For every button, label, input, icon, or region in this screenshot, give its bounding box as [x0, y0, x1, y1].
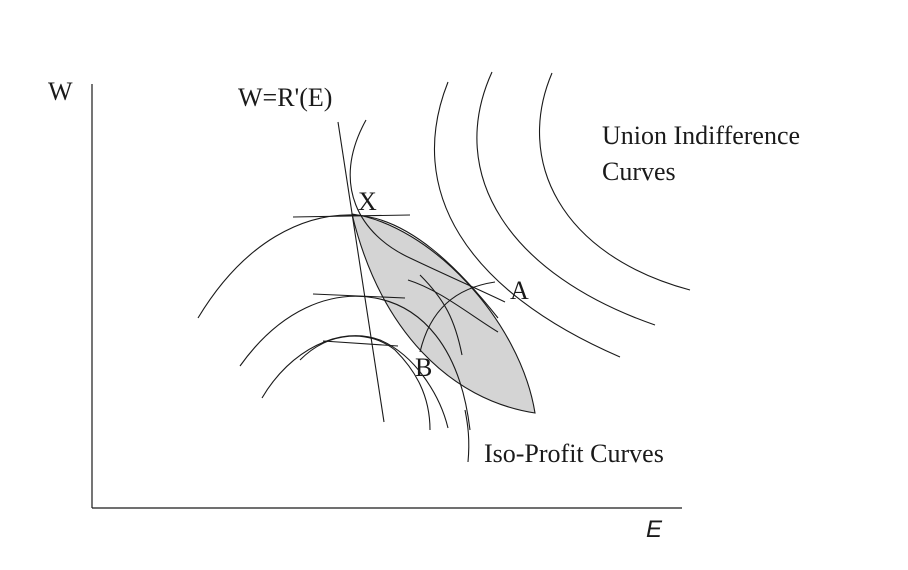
isoprofit-curve-4	[299, 335, 431, 431]
isoprofit-curve-1	[197, 214, 499, 319]
isoprofit-curves-label: Iso-Profit Curves	[484, 439, 664, 468]
x-axis-label: E	[646, 516, 663, 543]
union-indifference-curve-4	[539, 72, 691, 291]
tangent-line-x	[292, 214, 411, 218]
demand-curve-label: W=R'(E)	[238, 83, 332, 112]
point-x-label: X	[358, 187, 377, 216]
isoprofit-inner-crossing	[407, 279, 499, 333]
point-a-label: A	[510, 276, 529, 305]
point-b-label: B	[415, 353, 432, 382]
union-indifference-curve-2	[434, 81, 621, 358]
union-curves-label-line2: Curves	[602, 157, 676, 186]
isoprofit-leader-line	[464, 409, 470, 463]
contract-region	[351, 213, 536, 414]
union-indifference-curve-1	[349, 119, 506, 303]
union-curves-label-line1: Union Indifference	[602, 121, 800, 150]
isoprofit-curve-2	[239, 295, 471, 431]
isoprofit-curve-3	[261, 335, 449, 429]
union-indifference-curve-inner	[419, 281, 496, 353]
y-axis-label: W	[48, 77, 73, 106]
tangent-line-mid	[312, 293, 406, 299]
tangent-line-low	[322, 340, 399, 347]
union-indifference-curve-3	[476, 71, 656, 326]
isoprofit-inner-crossing-2	[419, 274, 463, 356]
labor-demand-curve	[337, 121, 385, 423]
